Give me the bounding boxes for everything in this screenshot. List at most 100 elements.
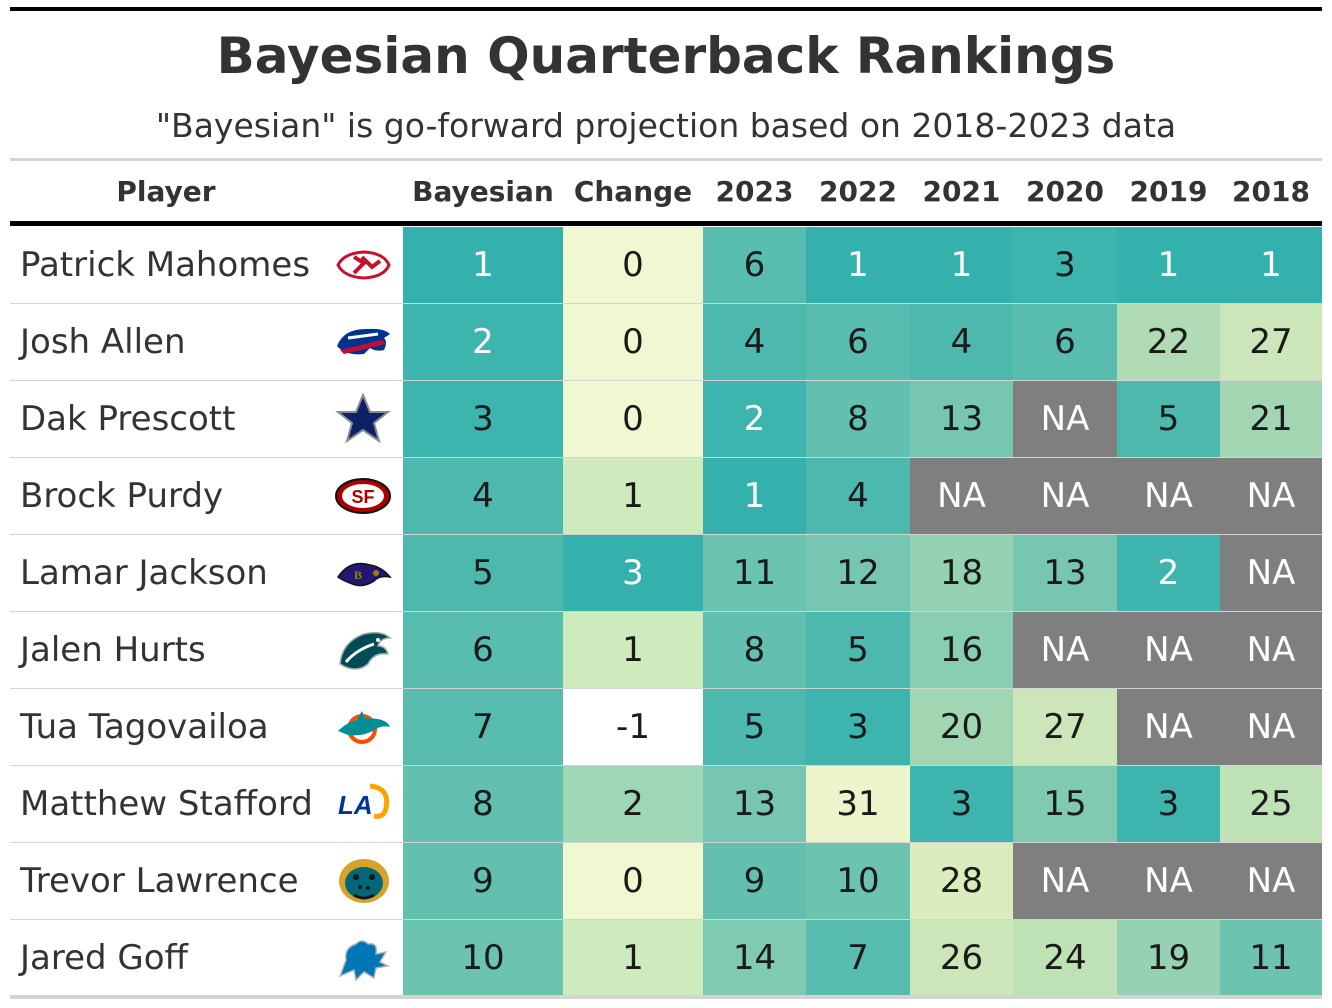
cell-change: 0 — [563, 227, 703, 303]
cell-2020: NA — [1013, 381, 1117, 457]
cell-2018: NA — [1220, 689, 1322, 765]
cell-change: 3 — [563, 535, 703, 611]
cell-change: -1 — [563, 689, 703, 765]
row-divider — [10, 765, 1322, 766]
row-divider — [10, 842, 1322, 843]
column-header-2018: 2018 — [1232, 175, 1310, 208]
cell-2022: 8 — [806, 381, 910, 457]
cell-2020: 3 — [1013, 227, 1117, 303]
player-name: Josh Allen — [20, 322, 186, 362]
cell-2019: NA — [1117, 458, 1220, 534]
column-header-2022: 2022 — [819, 175, 897, 208]
cell-2023: 8 — [703, 612, 806, 688]
cell-2018: 21 — [1220, 381, 1322, 457]
cell-2018: NA — [1220, 458, 1322, 534]
cell-2021: NA — [910, 458, 1013, 534]
cell-bayesian: 10 — [403, 920, 563, 996]
cell-bayesian: 8 — [403, 766, 563, 842]
player-name: Matthew Stafford — [20, 784, 313, 824]
cell-2020: NA — [1013, 612, 1117, 688]
column-header-bayesian: Bayesian — [412, 175, 554, 208]
cell-2022: 12 — [806, 535, 910, 611]
cell-2023: 2 — [703, 381, 806, 457]
cell-2021: 4 — [910, 304, 1013, 380]
cell-bayesian: 2 — [403, 304, 563, 380]
cell-change: 0 — [563, 843, 703, 919]
column-header-2023: 2023 — [715, 175, 794, 208]
table-row: Trevor Lawrence 9 0 9 10 28 NA NA NA — [10, 843, 1322, 920]
cell-2022: 31 — [806, 766, 910, 842]
table-row: Matthew Stafford LA 8 2 13 31 3 15 3 25 — [10, 766, 1322, 843]
jaguars-logo-icon — [339, 859, 389, 903]
header-divider — [10, 221, 1322, 226]
cell-bayesian: 9 — [403, 843, 563, 919]
cell-2018: 1 — [1220, 227, 1322, 303]
cell-2020: 15 — [1013, 766, 1117, 842]
cell-2022: 1 — [806, 227, 910, 303]
cell-2021: 3 — [910, 766, 1013, 842]
cell-2020: NA — [1013, 458, 1117, 534]
column-header-2021: 2021 — [922, 175, 1001, 208]
cell-2023: 5 — [703, 689, 806, 765]
cell-2022: 6 — [806, 304, 910, 380]
cell-change: 0 — [563, 381, 703, 457]
table-row: Jalen Hurts 6 1 8 5 16 NA NA NA — [10, 612, 1322, 689]
cell-2022: 10 — [806, 843, 910, 919]
cell-bayesian: 7 — [403, 689, 563, 765]
row-divider — [10, 611, 1322, 612]
cell-2023: 1 — [703, 458, 806, 534]
bills-logo-icon — [337, 328, 390, 355]
player-name: Jared Goff — [20, 938, 188, 978]
cell-2020: 27 — [1013, 689, 1117, 765]
player-name: Lamar Jackson — [20, 553, 268, 593]
cell-2021: 13 — [910, 381, 1013, 457]
svg-text:LA: LA — [338, 790, 373, 820]
column-header-row: Player Bayesian Change 2023 2022 2021 2020 2019… — [10, 162, 1322, 222]
cell-bayesian: 5 — [403, 535, 563, 611]
table-row: Tua Tagovailoa 7 -1 5 3 20 27 NA NA — [10, 689, 1322, 766]
cell-bayesian: 6 — [403, 612, 563, 688]
cell-2023: 4 — [703, 304, 806, 380]
cell-2023: 9 — [703, 843, 806, 919]
player-name: Patrick Mahomes — [20, 245, 311, 285]
cell-2022: 3 — [806, 689, 910, 765]
ravens-logo-icon: B — [336, 562, 392, 587]
player-name: Jalen Hurts — [20, 630, 206, 670]
player-name: Brock Purdy — [20, 476, 224, 516]
chiefs-logo-icon — [336, 250, 391, 280]
cell-change: 1 — [563, 612, 703, 688]
cell-2018: NA — [1220, 612, 1322, 688]
table-row: Jared Goff 10 1 14 7 26 24 19 11 — [10, 920, 1322, 997]
cell-2018: NA — [1220, 843, 1322, 919]
row-divider — [10, 534, 1322, 535]
row-divider — [10, 688, 1322, 689]
cell-2019: 2 — [1117, 535, 1220, 611]
cell-change: 0 — [563, 304, 703, 380]
column-header-2019: 2019 — [1129, 175, 1208, 208]
table-row: Lamar Jackson B 5 3 11 12 18 13 2 NA — [10, 535, 1322, 612]
row-divider — [10, 303, 1322, 304]
player-name: Dak Prescott — [20, 399, 236, 439]
cell-change: 2 — [563, 766, 703, 842]
cell-2023: 6 — [703, 227, 806, 303]
cell-2021: 1 — [910, 227, 1013, 303]
table-row: Brock Purdy SF 4 1 1 4 NA NA NA NA — [10, 458, 1322, 535]
cell-2019: 1 — [1117, 227, 1220, 303]
cell-change: 1 — [563, 920, 703, 996]
table-row: Josh Allen 2 0 4 6 4 6 22 27 — [10, 304, 1322, 381]
cell-2021: 18 — [910, 535, 1013, 611]
cell-2022: 7 — [806, 920, 910, 996]
rams-logo-icon: LA — [338, 783, 390, 820]
player-name: Tua Tagovailoa — [20, 707, 269, 747]
row-divider — [10, 380, 1322, 381]
cell-bayesian: 3 — [403, 381, 563, 457]
cell-2018: 25 — [1220, 766, 1322, 842]
cell-2019: 3 — [1117, 766, 1220, 842]
lions-logo-icon — [338, 940, 391, 982]
cell-2020: 24 — [1013, 920, 1117, 996]
cell-2021: 28 — [910, 843, 1013, 919]
cell-2019: NA — [1117, 689, 1220, 765]
cell-2023: 11 — [703, 535, 806, 611]
cell-2022: 5 — [806, 612, 910, 688]
cell-2019: 5 — [1117, 381, 1220, 457]
